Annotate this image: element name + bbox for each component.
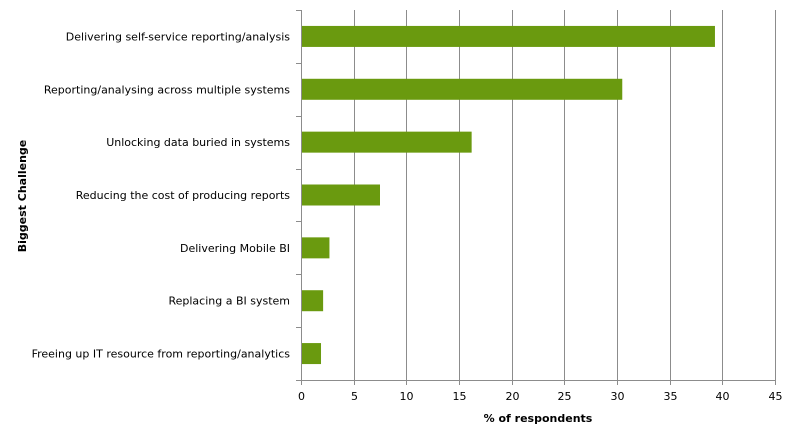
x-axis-title: % of respondents	[484, 412, 593, 425]
bar	[302, 290, 324, 312]
bar	[302, 78, 623, 100]
gridlines	[354, 10, 776, 380]
y-axis-title: Biggest Challenge	[16, 140, 29, 253]
category-label: Unlocking data buried in systems	[106, 136, 290, 149]
category-label: Delivering Mobile BI	[180, 242, 290, 255]
bar	[302, 237, 330, 259]
x-tick-label: 25	[558, 390, 572, 403]
bar	[302, 184, 380, 206]
category-label: Replacing a BI system	[168, 295, 290, 308]
x-tick-label: 45	[769, 390, 783, 403]
category-label: Reducing the cost of producing reports	[76, 189, 290, 202]
x-tick-label: 15	[453, 390, 467, 403]
axes	[296, 10, 776, 385]
bars	[302, 25, 715, 365]
category-labels: Delivering self-service reporting/analys…	[32, 30, 291, 360]
x-tick-label: 5	[351, 390, 358, 403]
x-tick-label: 40	[716, 390, 730, 403]
x-tick-label: 10	[400, 390, 414, 403]
x-tick-labels: 0 5 10 15 20 25 30 35 40 45	[298, 390, 783, 403]
x-tick-label: 30	[611, 390, 625, 403]
bar	[302, 343, 322, 365]
x-tick-label: 0	[298, 390, 305, 403]
x-tick-label: 20	[506, 390, 520, 403]
category-label: Freeing up IT resource from reporting/an…	[32, 348, 291, 361]
bar	[302, 25, 715, 47]
category-label: Reporting/analysing across multiple syst…	[44, 83, 290, 96]
x-tick-label: 35	[664, 390, 678, 403]
category-label: Delivering self-service reporting/analys…	[66, 30, 290, 43]
bar	[302, 131, 472, 153]
